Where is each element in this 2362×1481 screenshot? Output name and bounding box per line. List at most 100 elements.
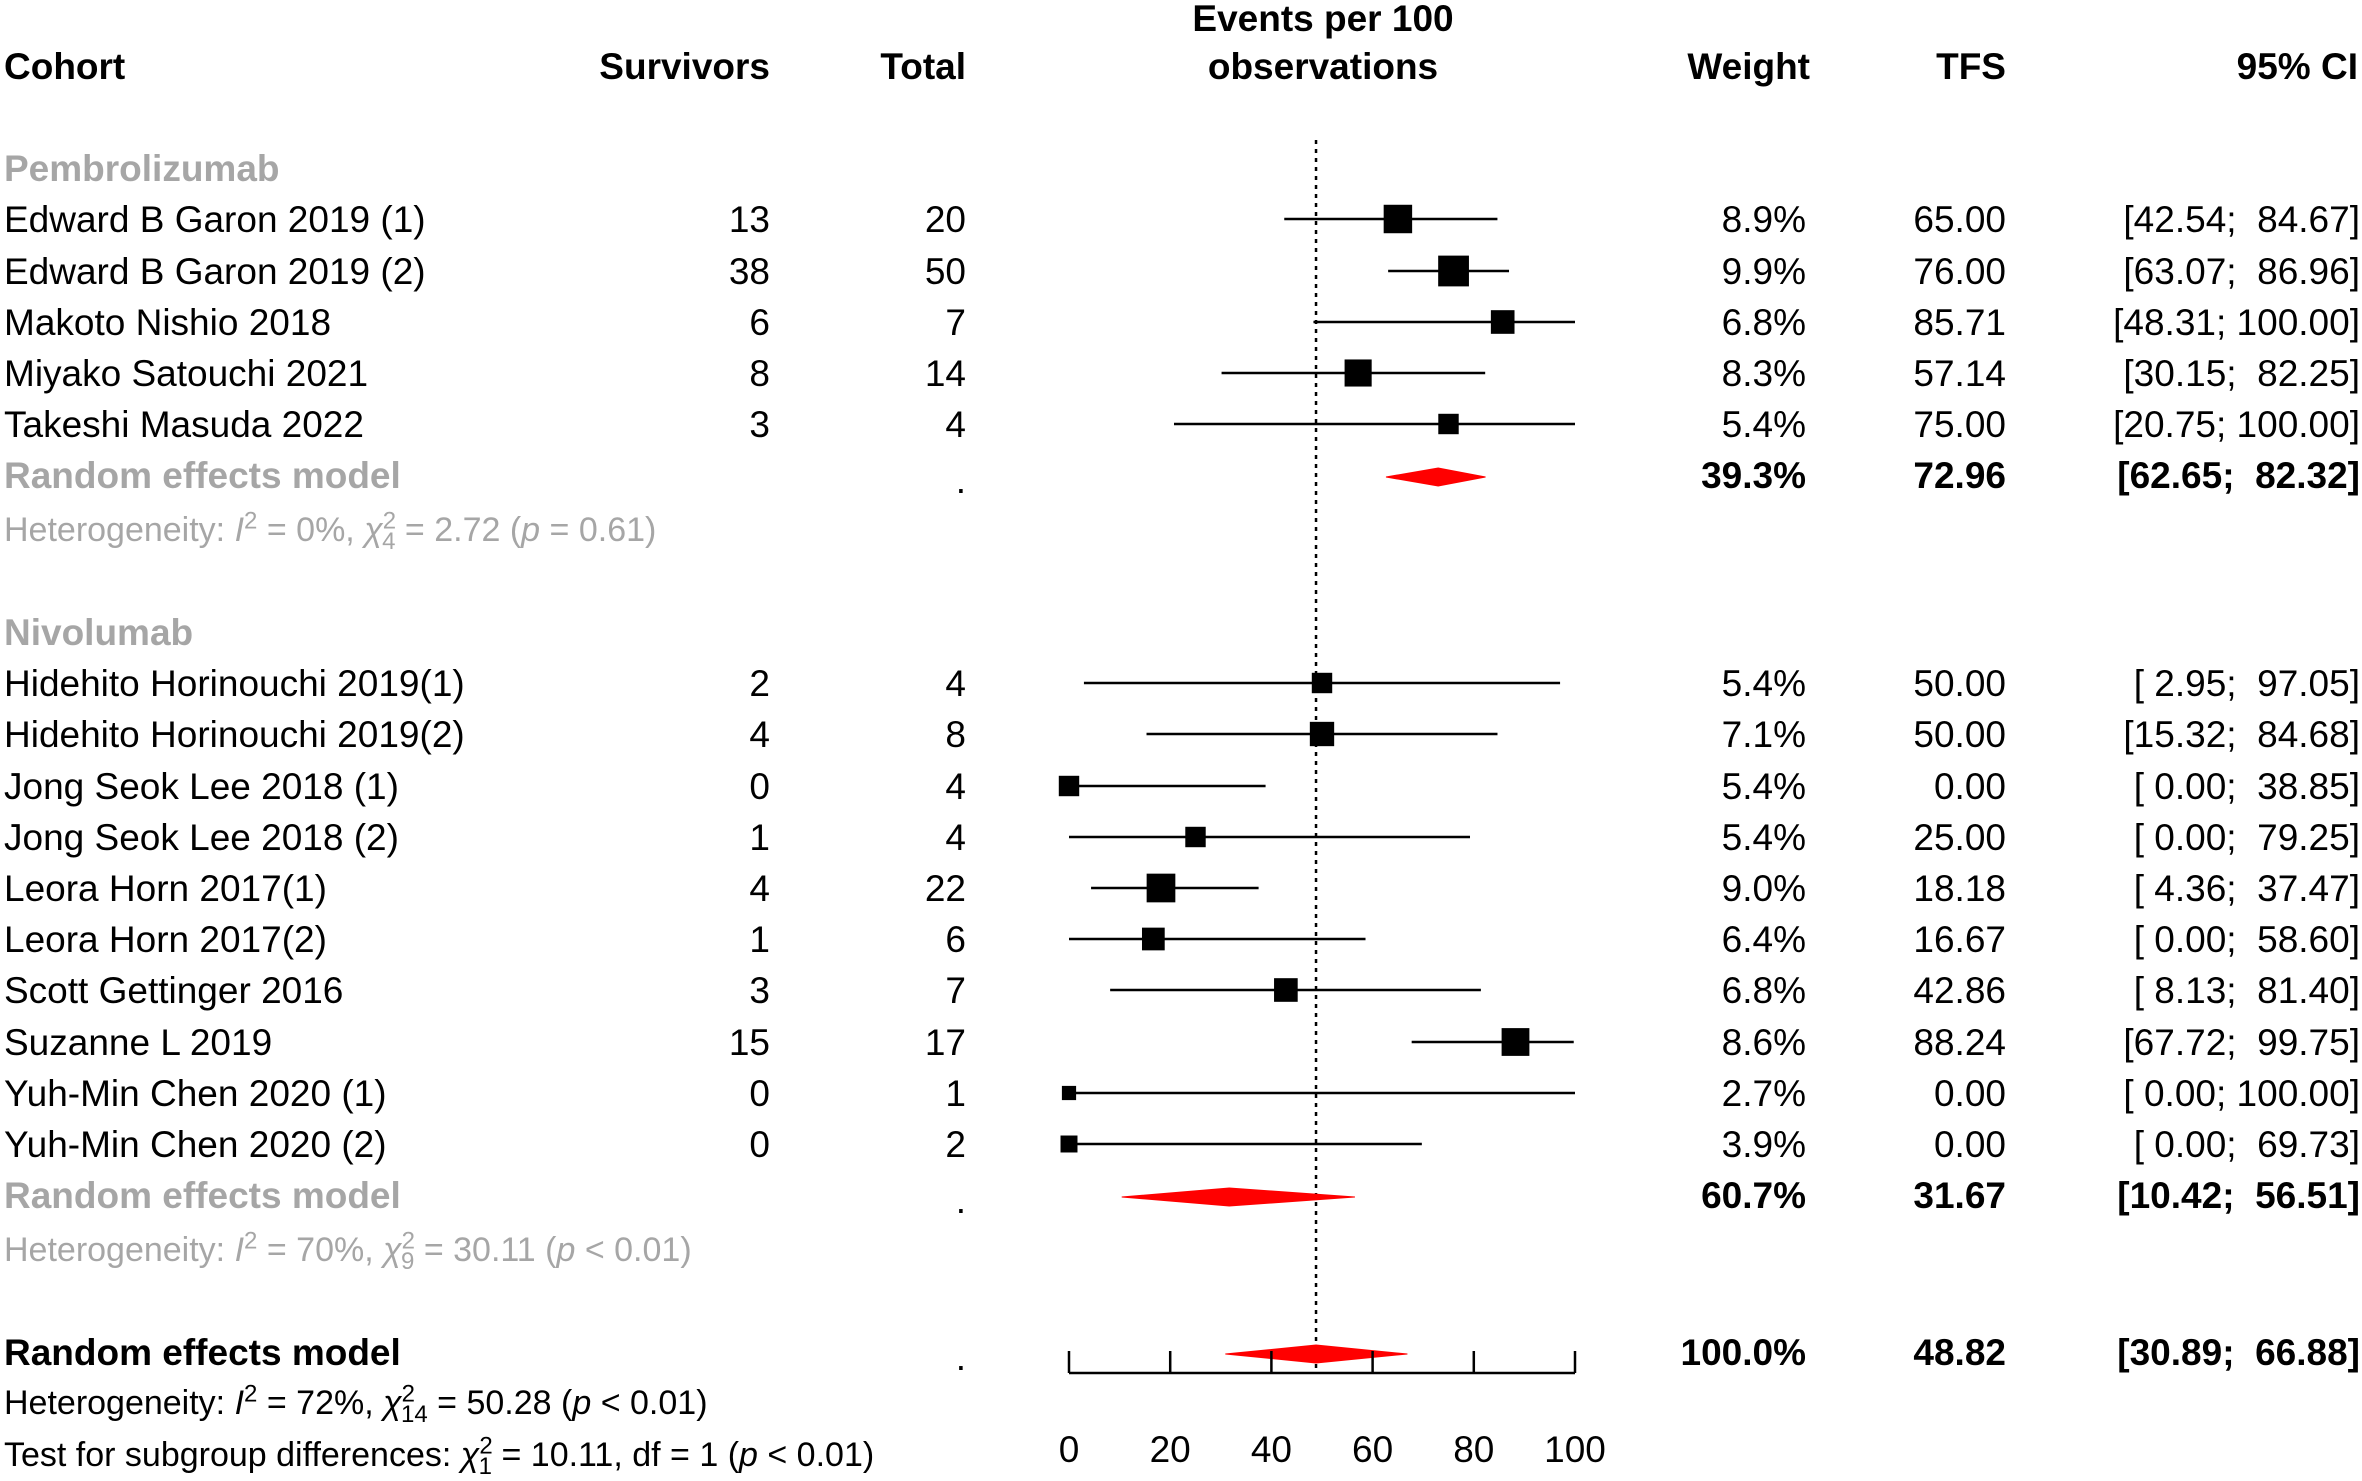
study-box: [1383, 204, 1413, 234]
row-tfs: 25.00: [1913, 817, 2006, 858]
row-cohort: Miyako Satouchi 2021: [4, 353, 369, 394]
header-total: Total: [880, 46, 966, 87]
row-ci: [ 8.13; 81.40]: [2133, 970, 2360, 1011]
row-ci: [ 0.00; 79.25]: [2133, 817, 2360, 858]
row-total: 8: [945, 714, 966, 755]
row-weight: 5.4%: [1721, 663, 1806, 704]
row-weight: 8.6%: [1721, 1022, 1806, 1063]
row-survivors: 0: [749, 1124, 770, 1165]
row-ci: [ 0.00; 100.00]: [2123, 1073, 2360, 1114]
model-tfs: 72.96: [1913, 455, 2006, 496]
row-total: 1: [945, 1073, 966, 1114]
row-total: 7: [945, 970, 966, 1011]
model-tfs: 31.67: [1913, 1175, 2006, 1216]
row-survivors: 1: [749, 919, 770, 960]
header-weight: Weight: [1687, 46, 1810, 87]
model-weight: 60.7%: [1701, 1175, 1806, 1216]
model-total: .: [955, 1180, 966, 1221]
header-cohort: Cohort: [4, 46, 126, 87]
row-total: 17: [924, 1022, 966, 1063]
row-total: 4: [945, 404, 966, 445]
overall-model-label: Random effects model: [4, 1332, 401, 1373]
header-events-line1: Events per 100: [1192, 0, 1454, 39]
study-box: [1490, 310, 1515, 334]
study-box: [1185, 826, 1206, 848]
row-survivors: 38: [728, 251, 770, 292]
study-box: [1309, 721, 1335, 747]
model-weight: 39.3%: [1701, 455, 1806, 496]
model-diamond: [1225, 1344, 1408, 1364]
row-survivors: 0: [749, 766, 770, 807]
row-tfs: 50.00: [1913, 663, 2006, 704]
x-tick-label: 60: [1352, 1429, 1393, 1470]
row-survivors: 6: [749, 302, 770, 343]
row-survivors: 0: [749, 1073, 770, 1114]
row-ci: [42.54; 84.67]: [2123, 199, 2360, 240]
study-box: [1311, 672, 1333, 694]
row-ci: [63.07; 86.96]: [2123, 251, 2360, 292]
heterogeneity-pembrolizumab: Heterogeneity: I2 = 0%, χ24 = 2.72 (p = …: [4, 507, 657, 555]
row-weight: 6.8%: [1721, 970, 1806, 1011]
row-tfs: 76.00: [1913, 251, 2006, 292]
row-total: 4: [945, 766, 966, 807]
overall-model-ci: [30.89; 66.88]: [2117, 1332, 2360, 1373]
row-total: 2: [945, 1124, 966, 1165]
row-cohort: Leora Horn 2017(1): [4, 868, 327, 909]
heterogeneity-nivolumab: Heterogeneity: I2 = 70%, χ29 = 30.11 (p …: [4, 1227, 692, 1275]
group-label-pembrolizumab: Pembrolizumab: [4, 148, 280, 189]
row-cohort: Takeshi Masuda 2022: [4, 404, 364, 445]
row-weight: 8.3%: [1721, 353, 1806, 394]
study-box: [1146, 873, 1176, 903]
header-tfs: TFS: [1936, 46, 2006, 87]
study-box: [1061, 1085, 1077, 1101]
row-ci: [ 0.00; 58.60]: [2133, 919, 2360, 960]
study-box: [1274, 978, 1298, 1002]
row-cohort: Hidehito Horinouchi 2019(2): [4, 714, 465, 755]
row-survivors: 2: [749, 663, 770, 704]
row-survivors: 15: [728, 1022, 770, 1063]
group-label-nivolumab: Nivolumab: [4, 612, 194, 653]
row-survivors: 4: [749, 714, 770, 755]
row-tfs: 88.24: [1913, 1022, 2006, 1063]
row-tfs: 85.71: [1913, 302, 2006, 343]
model-diamond: [1385, 467, 1486, 487]
row-total: 50: [924, 251, 966, 292]
row-tfs: 50.00: [1913, 714, 2006, 755]
row-survivors: 8: [749, 353, 770, 394]
row-survivors: 4: [749, 868, 770, 909]
row-tfs: 18.18: [1913, 868, 2006, 909]
study-box: [1438, 413, 1459, 435]
study-box: [1438, 255, 1469, 287]
row-cohort: Scott Gettinger 2016: [4, 970, 344, 1011]
subgroup-differences-test: Test for subgroup differences: χ21 = 10.…: [4, 1432, 875, 1480]
row-ci: [ 0.00; 69.73]: [2133, 1124, 2360, 1165]
row-total: 14: [924, 353, 966, 394]
row-ci: [30.15; 82.25]: [2123, 353, 2360, 394]
row-weight: 2.7%: [1721, 1073, 1806, 1114]
row-weight: 3.9%: [1721, 1124, 1806, 1165]
study-box: [1141, 927, 1165, 951]
row-total: 6: [945, 919, 966, 960]
overall-model-weight: 100.0%: [1680, 1332, 1807, 1373]
row-weight: 6.8%: [1721, 302, 1806, 343]
row-tfs: 16.67: [1913, 919, 2006, 960]
row-total: 4: [945, 817, 966, 858]
header-ci: 95% CI: [2236, 46, 2358, 87]
row-weight: 5.4%: [1721, 817, 1806, 858]
row-ci: [ 0.00; 38.85]: [2133, 766, 2360, 807]
model-ci: [10.42; 56.51]: [2117, 1175, 2360, 1216]
row-tfs: 0.00: [1933, 1124, 2006, 1165]
row-survivors: 3: [749, 970, 770, 1011]
row-weight: 9.0%: [1721, 868, 1806, 909]
study-box: [1344, 359, 1372, 387]
row-survivors: 3: [749, 404, 770, 445]
model-diamond: [1121, 1187, 1355, 1207]
row-cohort: Suzanne L 2019: [4, 1022, 273, 1063]
row-tfs: 65.00: [1913, 199, 2006, 240]
header-survivors: Survivors: [599, 46, 770, 87]
x-tick-label: 80: [1453, 1429, 1494, 1470]
row-weight: 5.4%: [1721, 766, 1806, 807]
row-cohort: Jong Seok Lee 2018 (2): [4, 817, 399, 858]
row-cohort: Yuh-Min Chen 2020 (2): [4, 1124, 387, 1165]
row-cohort: Leora Horn 2017(2): [4, 919, 327, 960]
